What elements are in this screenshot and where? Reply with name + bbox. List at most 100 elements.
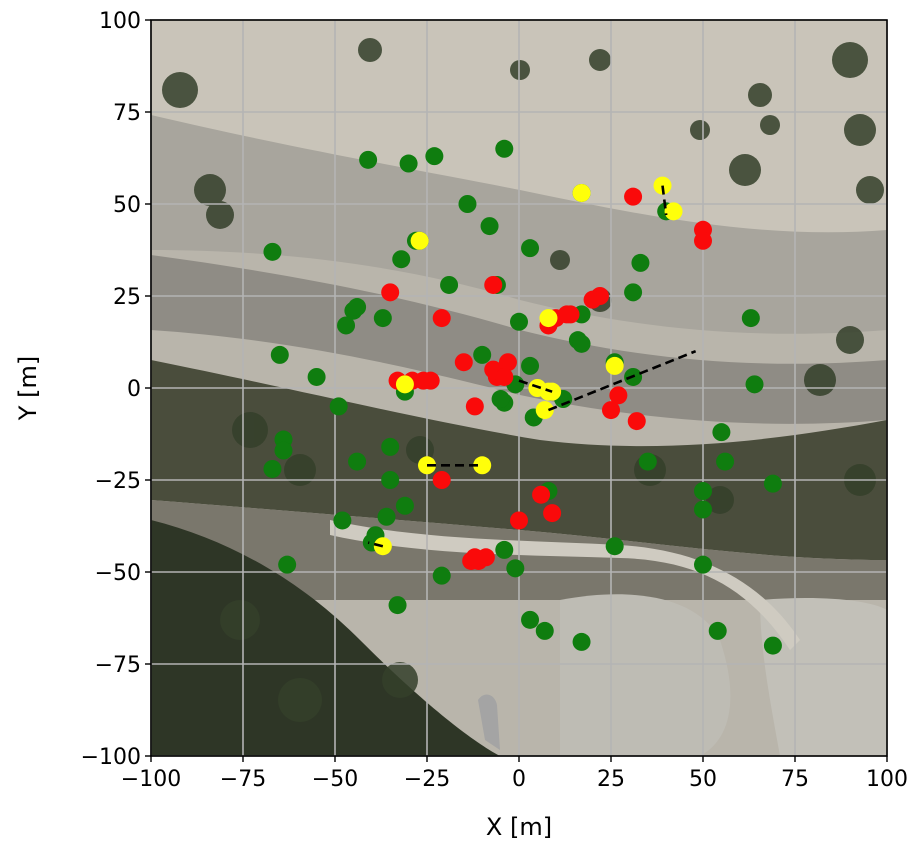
green-point <box>745 375 764 394</box>
green-point <box>333 511 352 530</box>
red-point <box>627 412 646 431</box>
red-point <box>484 275 503 294</box>
dashed-segment <box>518 379 553 393</box>
green-point <box>270 345 289 364</box>
green-point <box>521 610 540 629</box>
green-point <box>377 507 396 526</box>
y-axis-label: Y [m] <box>14 356 42 421</box>
red-point <box>381 283 400 302</box>
green-point <box>432 566 451 585</box>
red-point <box>465 548 484 567</box>
green-point <box>480 217 499 236</box>
red-point <box>583 290 602 309</box>
x-axis-ticks: −100 −75 −50 −25 0 25 50 75 100 <box>121 756 908 792</box>
green-point <box>510 312 528 331</box>
red-point <box>432 309 451 328</box>
green-point <box>274 441 293 460</box>
green-point <box>631 253 650 272</box>
green-point <box>263 459 282 478</box>
yellow-point <box>395 375 414 394</box>
y-axis-ticks: −100 −75 −50 −25 0 25 50 75 100 <box>81 9 151 770</box>
red-point <box>421 371 440 390</box>
green-point <box>572 334 591 353</box>
green-point <box>348 298 367 317</box>
y-tick-label: −75 <box>95 653 141 678</box>
yellow-point <box>410 231 429 250</box>
yellow-point <box>664 202 683 221</box>
red-point <box>694 231 712 250</box>
red-point <box>495 367 514 386</box>
x-tick-label: 50 <box>689 767 717 792</box>
green-point <box>399 154 418 173</box>
green-point <box>392 250 411 269</box>
green-point <box>381 471 400 489</box>
red-point <box>465 397 484 416</box>
green-point <box>572 632 591 651</box>
red-point <box>432 471 451 489</box>
y-tick-label: 50 <box>113 193 141 218</box>
red-point <box>543 504 562 523</box>
red-point <box>498 353 517 372</box>
x-tick-label: 75 <box>781 767 809 792</box>
green-point <box>359 150 378 169</box>
y-tick-label: −100 <box>81 745 141 770</box>
green-point <box>506 559 525 578</box>
green-point <box>741 309 760 328</box>
y-tick-label: 0 <box>127 377 141 402</box>
green-point <box>694 482 712 501</box>
green-point <box>638 452 657 471</box>
dashed-segments <box>367 185 697 548</box>
green-point <box>708 621 727 640</box>
yellow-point <box>539 309 558 328</box>
red-point <box>609 386 628 405</box>
x-tick-label: −50 <box>312 767 358 792</box>
green-point <box>473 345 492 364</box>
red-point <box>510 511 528 530</box>
green-point <box>491 390 510 409</box>
dashed-segment <box>547 349 697 412</box>
data-points <box>263 139 782 655</box>
green-point <box>694 500 712 519</box>
green-point <box>716 452 735 471</box>
red-point <box>454 353 473 372</box>
red-point <box>532 485 551 504</box>
x-tick-label: 25 <box>597 767 625 792</box>
x-tick-label: 100 <box>866 767 908 792</box>
dashed-segment <box>661 185 668 216</box>
red-point <box>602 401 620 420</box>
green-point <box>521 239 540 258</box>
green-point <box>307 367 326 386</box>
x-tick-label: −100 <box>121 767 181 792</box>
yellow-point <box>572 183 591 202</box>
green-point <box>425 147 444 166</box>
green-point <box>388 596 407 615</box>
y-tick-label: −25 <box>95 469 141 494</box>
green-point <box>605 537 624 556</box>
y-tick-label: 25 <box>113 285 141 310</box>
green-point <box>521 356 540 375</box>
green-point <box>712 423 731 442</box>
green-point <box>763 636 782 655</box>
green-point <box>329 397 348 416</box>
x-axis-label: X [m] <box>486 813 552 841</box>
green-point <box>348 452 367 471</box>
y-tick-label: 100 <box>99 9 141 34</box>
green-point <box>337 316 356 335</box>
yellow-point <box>605 356 624 375</box>
green-point <box>495 139 514 158</box>
green-point <box>395 496 414 515</box>
green-point <box>440 275 459 294</box>
green-point <box>278 555 297 574</box>
green-point <box>458 195 477 213</box>
dashed-segment <box>367 541 384 548</box>
green-point <box>495 540 514 559</box>
x-tick-label: −25 <box>404 767 450 792</box>
green-point <box>763 474 782 493</box>
yellow-point <box>535 401 554 420</box>
x-tick-label: 0 <box>512 767 526 792</box>
x-tick-label: −75 <box>220 767 266 792</box>
green-point <box>373 309 392 328</box>
yellow-point <box>473 456 492 475</box>
